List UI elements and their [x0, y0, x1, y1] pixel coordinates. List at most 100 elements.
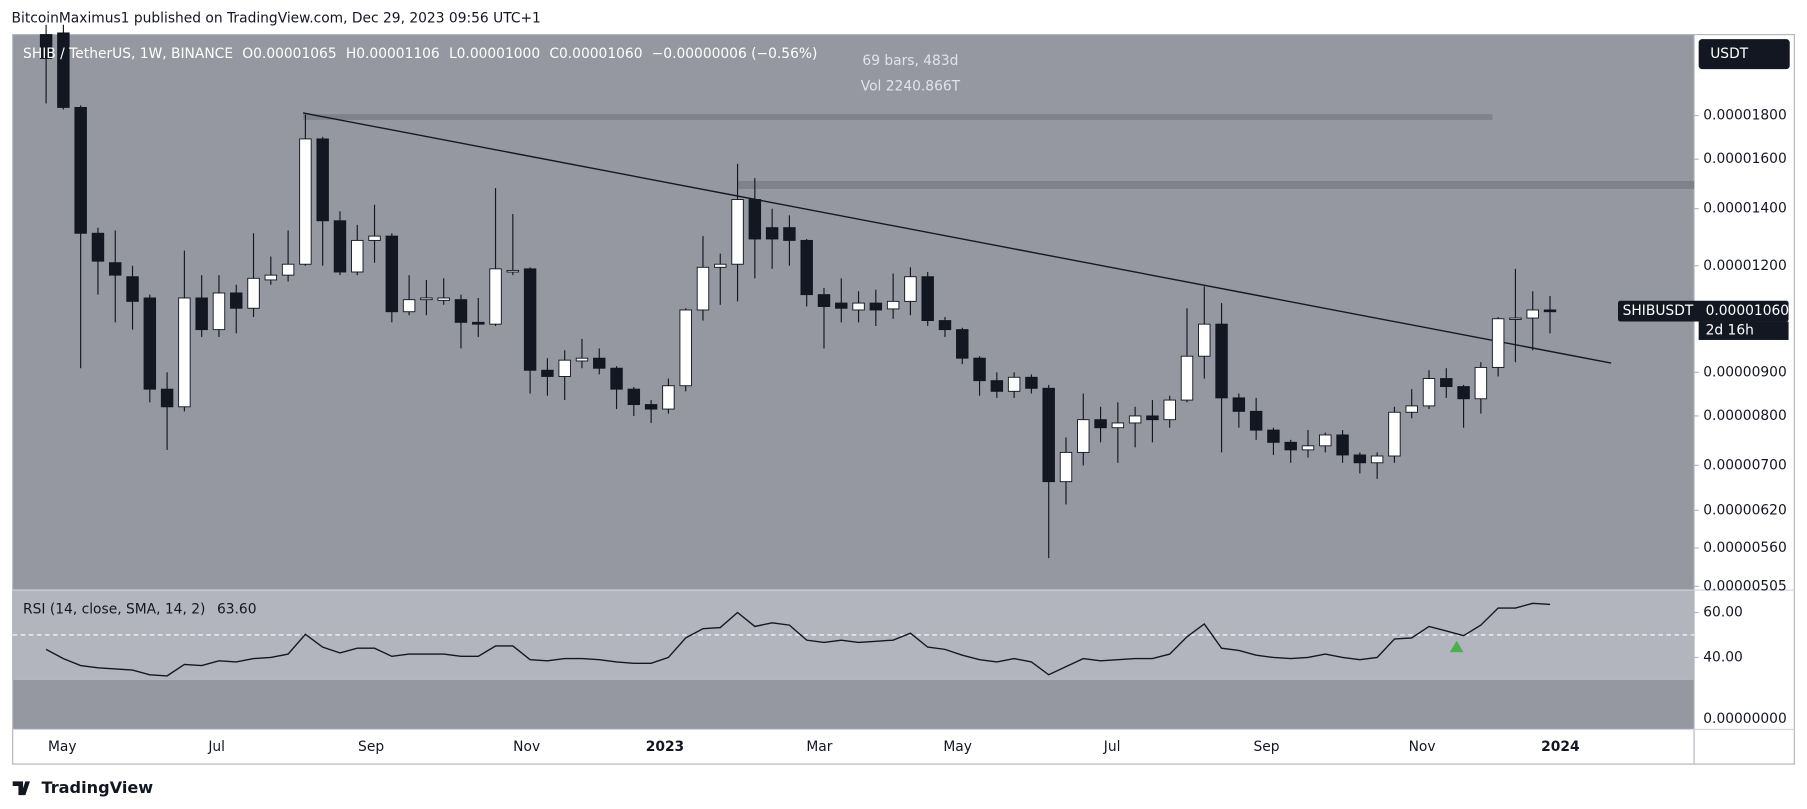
candle-body	[109, 262, 122, 276]
candle-body	[160, 388, 174, 408]
rsi-title: RSI (14, close, SMA, 14, 2) 63.60	[23, 602, 256, 618]
h-label: H	[346, 46, 356, 62]
candle-body	[333, 220, 347, 273]
candle-body	[1094, 419, 1107, 429]
candle-body	[973, 357, 986, 382]
price-tag	[1618, 300, 1789, 322]
rsi-value: 63.60	[217, 602, 257, 618]
y-tick-label: 0.00001800	[1703, 108, 1786, 124]
candle-body	[921, 276, 934, 322]
candle-body	[437, 297, 450, 301]
candle-body	[351, 239, 364, 273]
candle-body	[230, 292, 243, 309]
candle-body	[368, 235, 381, 241]
h-value: 0.00001106	[356, 46, 439, 62]
candle-body	[523, 268, 537, 371]
o-value: 0.00001065	[253, 46, 336, 62]
candle-body	[1301, 445, 1315, 451]
candle-body	[1336, 434, 1349, 456]
symbol-title: SHIB / TetherUS, 1W, BINANCE	[23, 46, 233, 62]
candle-body	[39, 34, 53, 59]
x-tick-label: Mar	[806, 739, 832, 755]
candle-body	[627, 388, 641, 406]
x-tick-label: Sep	[1253, 739, 1279, 755]
candle-body	[1388, 411, 1401, 457]
currency[interactable]: USDT	[1710, 46, 1749, 62]
candle-body	[420, 297, 433, 301]
candle-body	[402, 299, 416, 313]
candle-body	[765, 227, 779, 240]
candle-body	[1025, 376, 1038, 389]
candle-body	[835, 302, 848, 309]
candle-body	[1007, 376, 1021, 392]
candle-body	[731, 199, 744, 265]
candle-body	[679, 309, 692, 387]
candle-body	[1526, 309, 1539, 319]
candle-body	[1111, 422, 1125, 429]
candle-body	[91, 232, 105, 262]
resistance-band	[303, 114, 1493, 120]
x-tick-label: Jul	[207, 739, 225, 755]
candle-body	[1232, 397, 1246, 412]
x-tick-label: Nov	[513, 739, 540, 755]
x-tick-label: Jul	[1103, 739, 1121, 755]
candle-body	[1267, 429, 1280, 443]
last-price: 0.00001060	[1706, 303, 1789, 319]
candle-body	[57, 32, 70, 108]
trendline	[302, 112, 1612, 364]
candle-body	[714, 263, 727, 268]
y-tick-label: 0.00000505	[1703, 578, 1786, 594]
countdown: 2d 16h	[1706, 323, 1754, 339]
candle-body	[696, 266, 710, 311]
candle-body	[990, 380, 1004, 392]
c-value: 0.00001060	[559, 46, 642, 62]
candle-body	[506, 269, 520, 273]
candle-body	[1077, 419, 1090, 453]
candle-body	[1215, 323, 1228, 399]
candle-body	[575, 357, 589, 362]
candle-body	[1059, 451, 1073, 483]
candle-body	[316, 138, 329, 222]
candle-body	[1163, 399, 1176, 421]
candle-body	[1422, 378, 1436, 407]
c-label: C	[549, 46, 559, 62]
y-tick-label: 0.00001600	[1703, 151, 1786, 167]
candle-body	[472, 321, 485, 325]
candle-body	[938, 320, 952, 331]
y-tick-label: 0.00000800	[1703, 408, 1786, 424]
candle-body	[281, 263, 295, 276]
l-value: 0.00001000	[457, 46, 540, 62]
marks	[12, 24, 1699, 677]
candle-body	[558, 359, 571, 377]
candle-body	[195, 297, 208, 331]
legend-header: SHIB / TetherUS, 1W, BINANCE O0.00001065 H…	[23, 46, 817, 62]
candle-body	[1457, 386, 1470, 400]
candle-body	[126, 276, 139, 302]
y-tick-label: 0.00001400	[1703, 201, 1786, 217]
candle-body	[1284, 441, 1297, 451]
candle-body	[74, 106, 87, 234]
candle-body	[1543, 309, 1557, 313]
candle-body	[1128, 415, 1142, 424]
x-tick-label: May	[48, 739, 77, 755]
currency-box[interactable]	[1698, 39, 1790, 70]
candle-body	[1353, 454, 1367, 464]
candle-body	[1405, 405, 1418, 413]
price-pane	[12, 34, 1695, 591]
candle-body	[541, 369, 554, 377]
candle-body	[783, 227, 796, 241]
candle-body	[385, 235, 399, 313]
vol-info: Vol 2240.866T	[861, 78, 961, 94]
brand-logo	[12, 781, 30, 796]
rsi-line	[45, 602, 1551, 677]
candle-body	[1491, 318, 1505, 368]
candle-body	[593, 357, 606, 369]
candle-body	[212, 292, 226, 331]
rsi-name: RSI (14, close, SMA, 14, 2)	[23, 602, 205, 618]
candle-body	[489, 268, 502, 325]
y-tick-label: 0.00000620	[1703, 502, 1786, 518]
candle-body	[886, 300, 900, 310]
candle-body	[800, 239, 813, 296]
resistance-band	[737, 180, 1695, 189]
